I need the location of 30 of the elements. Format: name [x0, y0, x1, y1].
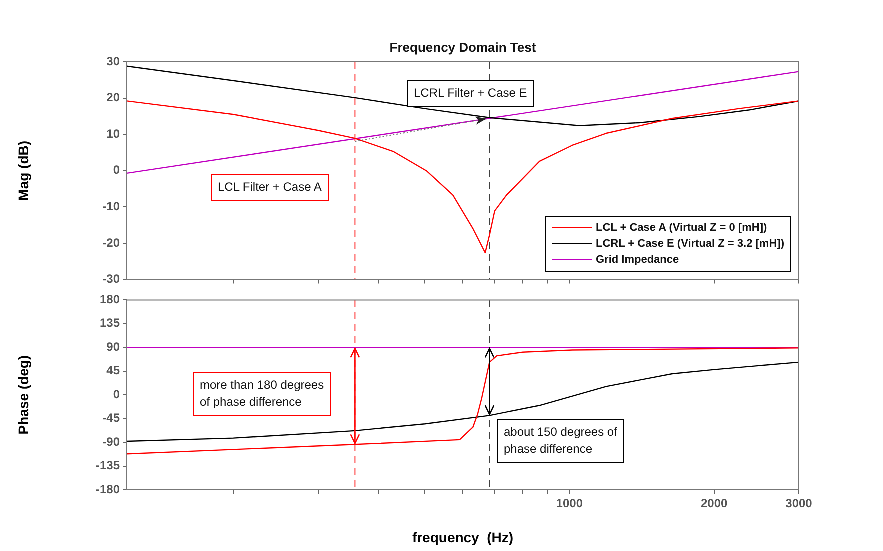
y-tick-label: -180 — [96, 482, 120, 496]
y-axis-title: Mag (dB) — [15, 140, 32, 201]
y-tick-label: -45 — [102, 411, 120, 426]
legend-label: Grid Impedance — [596, 254, 680, 266]
chart-title: Frequency Domain Test — [388, 40, 538, 55]
x-tick-label: 3000 — [786, 496, 813, 511]
y-tick-label: 90 — [106, 340, 120, 354]
annotation: LCRL Filter + Case E — [407, 80, 534, 107]
y-tick-label: 0 — [113, 387, 120, 402]
x-tick-label: 2000 — [701, 496, 728, 511]
y-axis-title: Phase (deg) — [15, 355, 32, 435]
y-tick-label: -90 — [102, 434, 120, 449]
y-tick-label: -10 — [102, 200, 120, 214]
x-tick-label: 1000 — [556, 496, 584, 511]
y-tick-label: 45 — [106, 364, 120, 378]
legend-label: LCL + Case A (Virtual Z = 0 [mH]) — [596, 222, 768, 234]
y-tick-label: 30 — [106, 54, 120, 68]
y-tick-label: 180 — [100, 292, 120, 307]
annotation: more than 180 degrees of phase difference — [193, 372, 332, 416]
y-tick-label: -30 — [102, 272, 120, 286]
y-tick-label: 10 — [106, 126, 120, 141]
annotation: LCL Filter + Case A — [211, 174, 329, 201]
y-tick-label: 0 — [113, 163, 120, 178]
legend-label: LCRL + Case E (Virtual Z = 3.2 [mH]) — [596, 238, 784, 250]
y-tick-label: -135 — [96, 458, 120, 473]
x-axis-title: frequency (Hz) — [412, 529, 514, 546]
y-tick-label: 135 — [100, 316, 120, 330]
y-tick-label: 20 — [106, 90, 120, 105]
annotation: about 150 degrees of phase difference — [497, 419, 624, 463]
y-tick-label: -20 — [102, 236, 120, 250]
